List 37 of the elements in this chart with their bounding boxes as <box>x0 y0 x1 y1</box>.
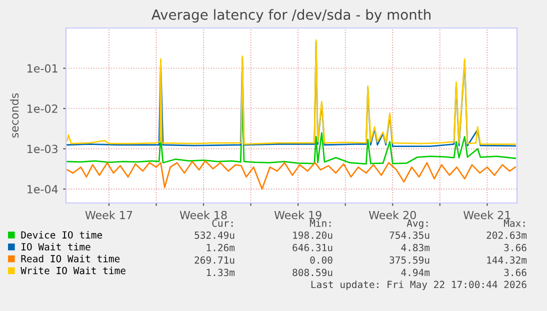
legend-label: Write IO Wait time <box>20 266 126 274</box>
text: Last update: Fri May 22 17:00:44 2026 <box>311 280 526 290</box>
y-tick-label: 1e-04 <box>28 185 58 194</box>
text: 269.71u <box>194 256 234 264</box>
x-tick-label: Week 19 <box>274 210 322 220</box>
y-tick-label: 1e-01 <box>28 64 58 73</box>
text: 1.26m <box>206 244 235 252</box>
text: 754.35u <box>390 231 430 239</box>
x-tick-label: Week 20 <box>368 210 416 220</box>
legend-label: Read IO Wait time <box>21 254 120 262</box>
text: Cur: <box>212 219 233 227</box>
text: 3.66 <box>504 268 526 276</box>
text: 4.83m <box>401 244 430 252</box>
text: 198.20u <box>293 231 332 239</box>
chart-title: Average latency for /dev/sda - by month <box>151 9 430 23</box>
x-tick-label: Week 18 <box>180 210 227 220</box>
line-series <box>66 160 516 190</box>
text: 3.66 <box>504 244 526 252</box>
text: Avg: <box>406 220 428 229</box>
text: 532.49u <box>194 231 234 239</box>
text: 0.00 <box>310 256 332 264</box>
text: 646.31u <box>292 244 332 252</box>
text: 4.94m <box>401 268 430 276</box>
y-axis-title: seconds <box>10 93 19 138</box>
y-tick-label: 1e-02 <box>28 104 58 113</box>
text: 1.33m <box>206 268 235 276</box>
x-tick-label: Week 17 <box>85 210 132 220</box>
text: 144.32m <box>487 256 527 264</box>
legend-label: IO Wait time <box>22 242 90 250</box>
y-tick-label: 1e-03 <box>28 144 58 154</box>
text: Min: <box>310 219 331 227</box>
text: Max: <box>504 220 525 227</box>
text: 202.63m <box>486 231 527 239</box>
text: 808.59u <box>292 268 332 276</box>
legend-label: Device IO time <box>21 231 102 239</box>
x-tick-label: Week 21 <box>463 210 510 220</box>
text: 375.59u <box>390 256 430 264</box>
